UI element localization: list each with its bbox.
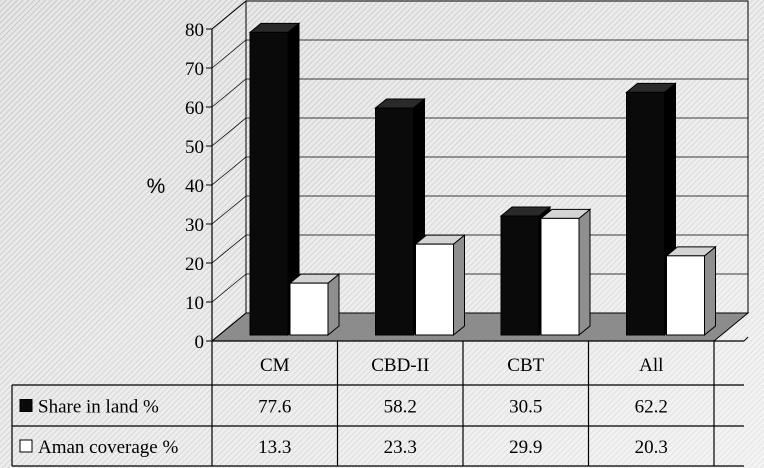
y-axis-label: % xyxy=(147,175,166,198)
category-label: CBD-II xyxy=(371,355,429,376)
y-tick-label: 20 xyxy=(185,254,204,275)
bar-front xyxy=(249,31,289,336)
gridline-side xyxy=(211,195,247,225)
y-tick-label: 0 xyxy=(195,332,205,353)
bar-side xyxy=(704,245,716,337)
y-tick-label: 40 xyxy=(185,176,204,197)
y-tick-label: 60 xyxy=(185,98,204,119)
y-tick-label: 50 xyxy=(185,137,204,158)
data-table-value: 23.3 xyxy=(384,437,417,458)
bar-side xyxy=(453,234,465,337)
bar-front xyxy=(375,107,414,336)
y-tick-label: 70 xyxy=(185,59,204,80)
bar-front xyxy=(540,217,580,336)
data-table-value: 20.3 xyxy=(635,437,668,458)
legend-swatch xyxy=(19,439,33,453)
gridline-side xyxy=(211,78,247,108)
bar-front xyxy=(415,243,454,336)
bar-front xyxy=(500,215,540,336)
bar-front xyxy=(289,282,329,336)
bar-side xyxy=(578,208,591,337)
bar-side xyxy=(327,273,340,337)
data-table-value: 77.6 xyxy=(258,397,291,418)
category-label: CBT xyxy=(507,355,544,376)
gridline-side xyxy=(211,39,247,69)
y-tick-label: 10 xyxy=(185,293,204,314)
bar-front xyxy=(666,255,705,336)
data-table-value: 29.9 xyxy=(509,437,542,458)
gridline-side xyxy=(211,0,247,30)
gridline-side xyxy=(211,234,247,264)
bar-aman-coverage-0 xyxy=(288,273,341,337)
gridline-side xyxy=(211,156,247,186)
data-table-value: 13.3 xyxy=(258,437,291,458)
data-table-value: 30.5 xyxy=(509,397,542,418)
data-table-value: 58.2 xyxy=(384,397,417,418)
bar-front xyxy=(626,91,665,336)
category-label: CM xyxy=(260,355,290,376)
legend-label: Share in land % xyxy=(38,397,159,418)
bar-aman-coverage-2 xyxy=(539,208,592,337)
gridline-side xyxy=(211,117,247,147)
gridline-side xyxy=(211,273,247,303)
bar-aman-coverage-1 xyxy=(414,234,466,337)
bar-aman-coverage-3 xyxy=(665,245,717,337)
category-label: All xyxy=(639,355,663,376)
legend-label: Aman coverage % xyxy=(38,437,178,458)
legend-swatch xyxy=(19,399,33,412)
y-tick-label: 30 xyxy=(185,215,204,236)
y-tick-label: 80 xyxy=(185,20,204,41)
table-corner xyxy=(743,336,749,342)
data-table-value: 62.2 xyxy=(635,397,668,418)
